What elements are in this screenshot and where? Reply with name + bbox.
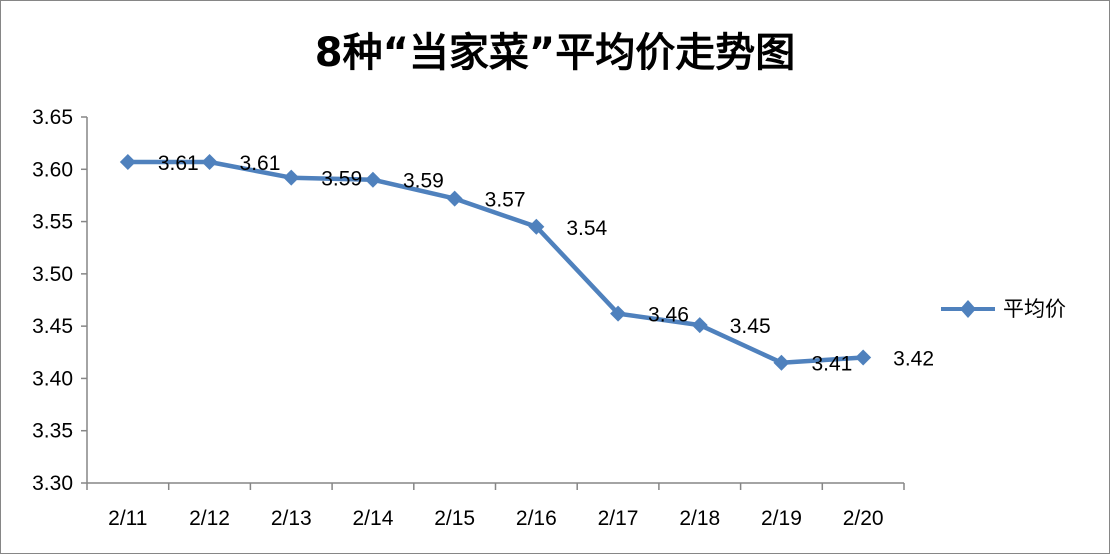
data-point-marker [119, 153, 136, 170]
data-label: 3.54 [566, 217, 607, 240]
y-tick-label: 3.60 [32, 158, 73, 181]
y-tick-label: 3.45 [32, 315, 73, 338]
data-label: 3.61 [240, 152, 281, 175]
x-tick-label: 2/17 [598, 507, 639, 530]
data-label: 3.41 [811, 353, 852, 376]
data-label: 3.59 [321, 168, 362, 191]
x-tick-label: 2/20 [843, 507, 884, 530]
x-tick-label: 2/15 [434, 507, 475, 530]
data-label: 3.59 [403, 170, 444, 193]
data-point-marker [528, 218, 545, 235]
y-tick-label: 3.55 [32, 211, 73, 234]
y-tick-label: 3.35 [32, 420, 73, 443]
legend-diamond-marker [960, 300, 976, 318]
x-tick-label: 2/18 [679, 507, 720, 530]
x-tick-label: 2/13 [271, 507, 312, 530]
x-tick-label: 2/19 [761, 507, 802, 530]
data-point-marker [446, 190, 463, 207]
chart-title: 8种“当家菜”平均价走势图 [315, 30, 795, 76]
data-label: 3.57 [485, 189, 526, 212]
data-point-marker [364, 171, 381, 188]
series-line-平均价 [127, 159, 864, 365]
x-tick-label: 2/12 [189, 507, 230, 530]
data-point-marker [283, 169, 300, 186]
data-labels: 3.61 3.61 3.59 3.59 3.57 3.54 3.46 3.45 3.41 3.42 [158, 152, 934, 376]
data-label: 3.61 [158, 152, 199, 175]
legend-label: 平均价 [1003, 297, 1066, 321]
data-point-marker [855, 349, 872, 366]
data-point-marker [610, 305, 627, 322]
data-label: 3.46 [648, 304, 689, 327]
series-layer [119, 153, 872, 371]
data-point-marker [691, 317, 708, 334]
data-point-marker [773, 354, 790, 371]
data-point-marker [201, 153, 218, 170]
y-tick-label: 3.50 [32, 263, 73, 286]
y-tick-label: 3.30 [32, 472, 73, 495]
x-tick-label: 2/14 [353, 507, 394, 530]
y-tick-label: 3.65 [32, 106, 73, 129]
axes: 3.30 3.35 3.40 3.45 3.50 3.55 3.60 3.65 2/11 2/12… [32, 106, 905, 530]
y-tick-label: 3.40 [32, 367, 73, 390]
x-tick-label: 2/16 [516, 507, 557, 530]
data-label: 3.45 [730, 315, 771, 338]
legend: 平均价 [941, 297, 1066, 321]
data-label: 3.42 [893, 348, 934, 371]
x-tick-label: 2/11 [108, 507, 147, 530]
